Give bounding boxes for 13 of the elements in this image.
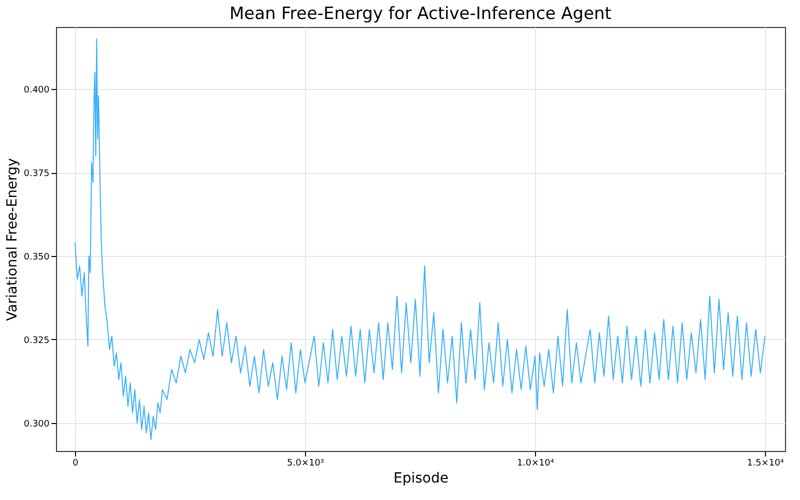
x-tick-label: 5.0×10³	[287, 458, 324, 468]
x-tick-label: 1.5×10⁴	[746, 458, 784, 468]
y-tick-label: 0.400	[24, 86, 50, 96]
x-tick-label: 0	[72, 458, 79, 468]
y-tick-label: 0.300	[24, 419, 50, 430]
y-tick-label: 0.375	[24, 169, 50, 180]
chart-title: Mean Free-Energy for Active-Inference Agent	[230, 4, 612, 24]
y-tick-label: 0.325	[24, 336, 50, 346]
line-series	[74, 38, 766, 440]
y-axis-title: Variational Free-Energy	[4, 158, 21, 321]
y-tick-label: 0.350	[24, 252, 50, 263]
x-axis-title: Episode	[394, 470, 448, 486]
x-tick-label: 1.0×10⁴	[517, 458, 554, 468]
